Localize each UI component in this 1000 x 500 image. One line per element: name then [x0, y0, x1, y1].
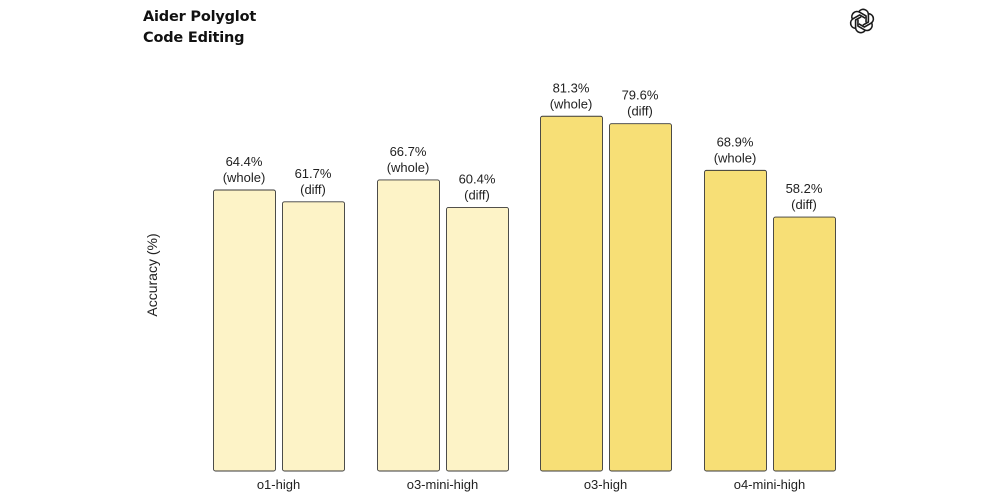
- series-label-o1-high-whole: (whole): [223, 170, 266, 185]
- series-label-o3-high-whole: (whole): [550, 96, 593, 111]
- series-label-o4-mini-high-whole: (whole): [714, 150, 757, 165]
- value-label-o3-mini-high-whole: 66.7%: [390, 144, 427, 159]
- series-label-o1-high-diff: (diff): [300, 182, 326, 197]
- bar-o3-high-diff: [609, 123, 672, 472]
- bar-o4-mini-high-diff: [773, 216, 836, 472]
- value-label-o4-mini-high-whole: 68.9%: [717, 134, 754, 149]
- value-label-o4-mini-high-diff: 58.2%: [786, 181, 823, 196]
- openai-logo-icon: [849, 8, 875, 34]
- bar-o4-mini-high-whole: [704, 169, 767, 472]
- bar-o1-high-whole: [213, 189, 276, 472]
- category-label-o3-high: o3-high: [584, 477, 627, 492]
- bars-group: [213, 115, 836, 472]
- value-label-o1-high-whole: 64.4%: [226, 154, 263, 169]
- category-label-o3-mini-high: o3-mini-high: [407, 477, 479, 492]
- chart-title: Aider Polyglot Code Editing: [143, 7, 256, 49]
- value-label-o3-high-whole: 81.3%: [553, 80, 590, 95]
- series-label-o3-mini-high-diff: (diff): [464, 187, 490, 202]
- y-axis-label: Accuracy (%): [144, 233, 160, 316]
- bar-o3-mini-high-diff: [446, 207, 509, 472]
- category-label-o4-mini-high: o4-mini-high: [734, 477, 806, 492]
- series-label-o3-mini-high-whole: (whole): [387, 160, 430, 175]
- value-label-o3-high-diff: 79.6%: [622, 88, 659, 103]
- series-label-o4-mini-high-diff: (diff): [791, 197, 817, 212]
- series-label-o3-high-diff: (diff): [627, 104, 653, 119]
- value-label-o3-mini-high-diff: 60.4%: [459, 171, 496, 186]
- labels-group: 64.4%(whole) 61.7%(diff)o1-high66.7%(whol…: [223, 80, 823, 492]
- bar-o1-high-diff: [282, 201, 345, 472]
- category-label-o1-high: o1-high: [257, 477, 300, 492]
- value-label-o1-high-diff: 61.7%: [295, 166, 332, 181]
- chart-title-line-2: Code Editing: [143, 30, 245, 46]
- chart-title-line-1: Aider Polyglot: [143, 9, 257, 25]
- bar-o3-mini-high-whole: [377, 179, 440, 472]
- bar-o3-high-whole: [540, 115, 603, 472]
